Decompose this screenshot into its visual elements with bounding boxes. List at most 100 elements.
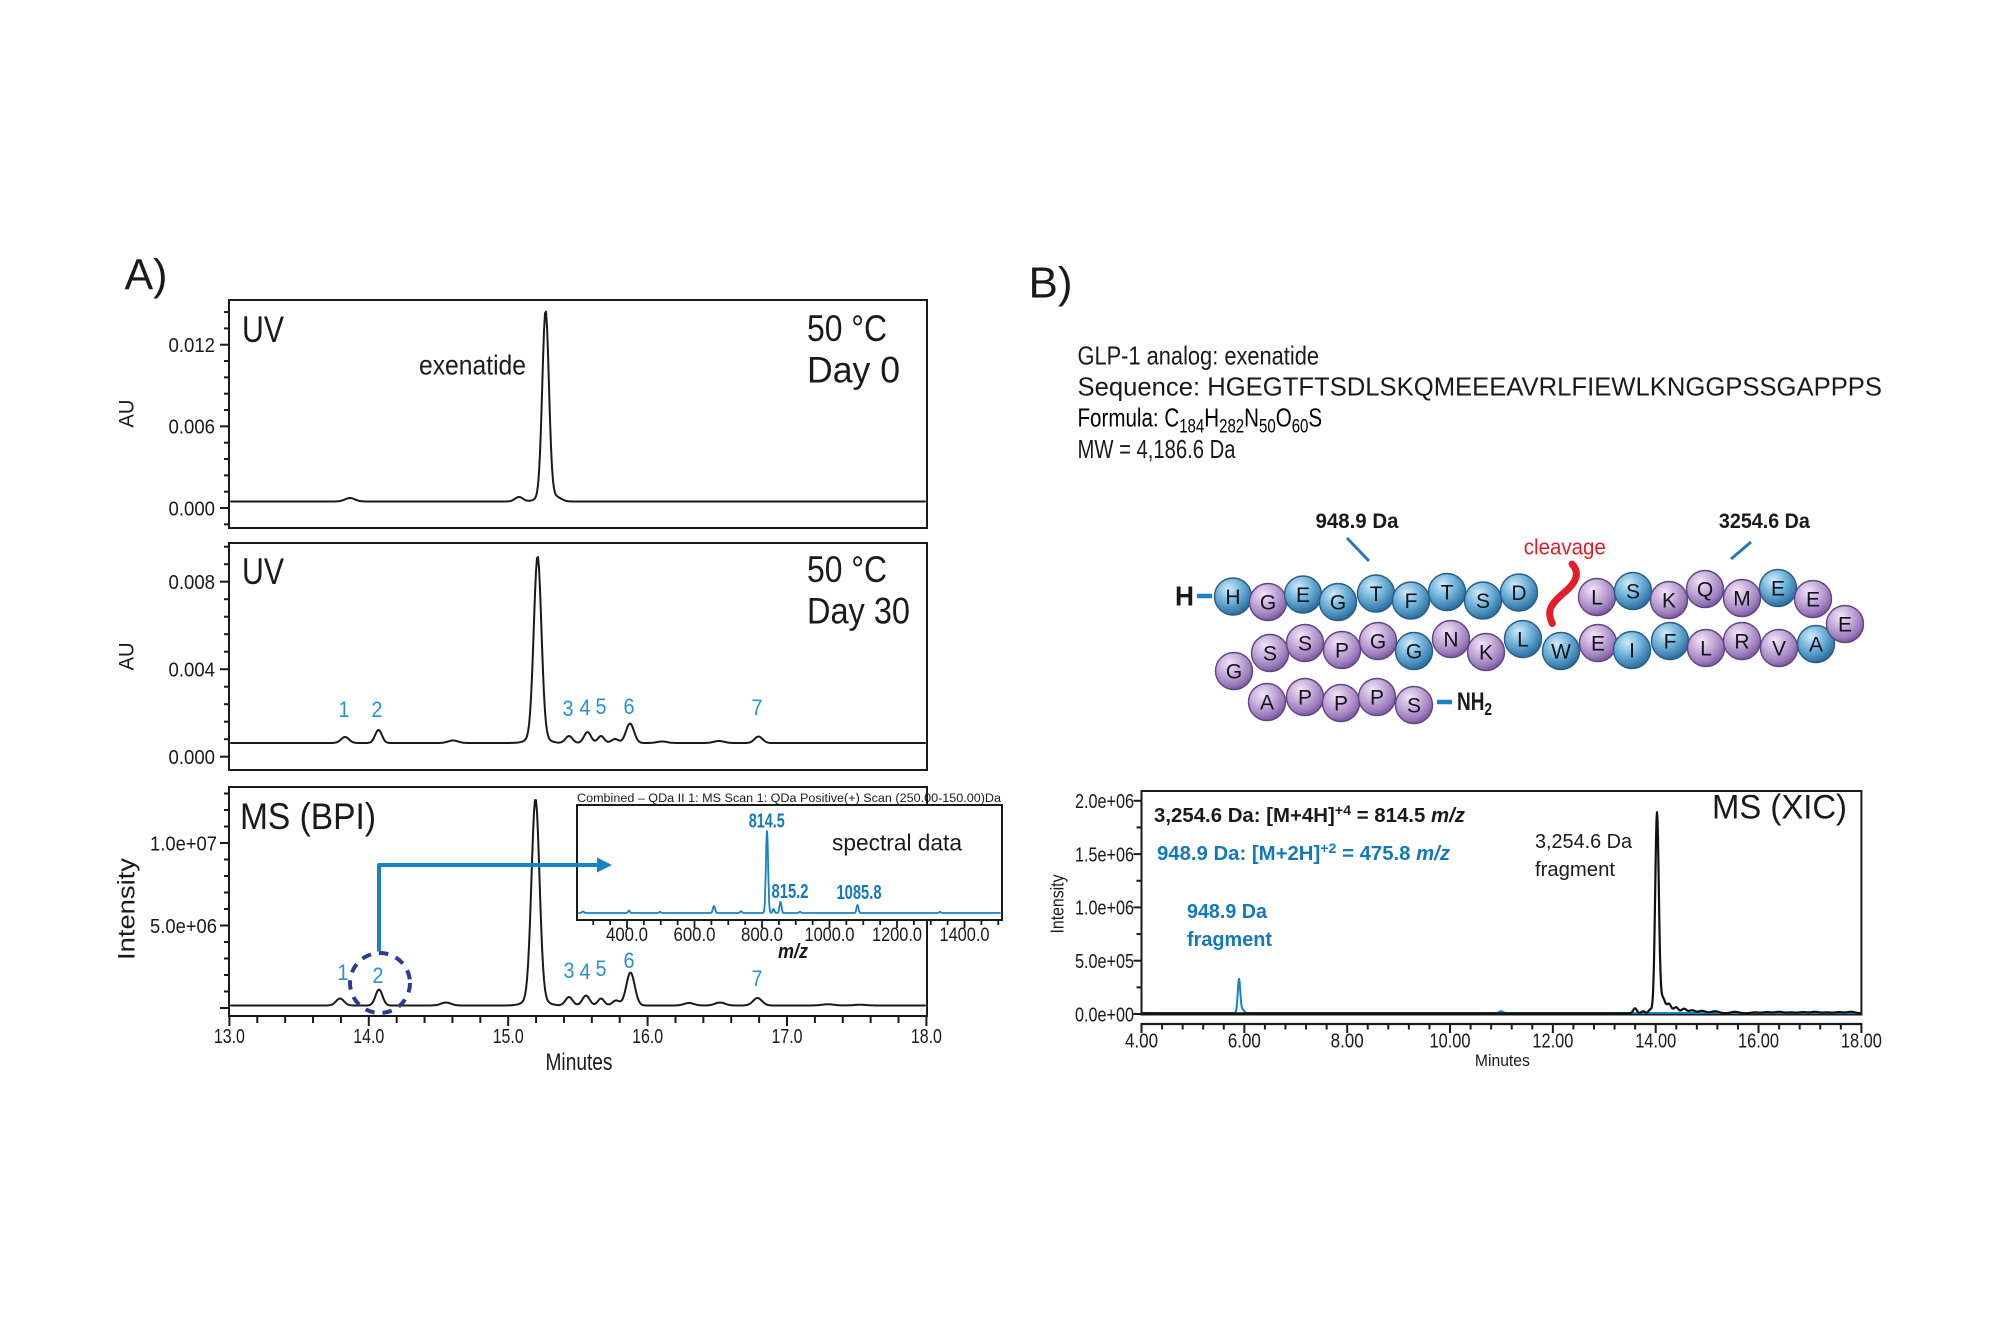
svg-text:R: R [1734, 631, 1749, 654]
svg-text:5: 5 [596, 694, 607, 719]
svg-text:Formula: C184H282N50O60S: Formula: C184H282N50O60S [1078, 403, 1323, 437]
svg-text:P: P [1334, 693, 1348, 716]
svg-text:12.00: 12.00 [1532, 1031, 1573, 1053]
svg-text:F: F [1405, 590, 1418, 613]
svg-text:948.9 Da: 948.9 Da [1187, 901, 1268, 923]
svg-text:D: D [1511, 582, 1526, 605]
svg-text:7: 7 [752, 695, 763, 720]
svg-text:F: F [1664, 631, 1677, 654]
svg-text:6: 6 [624, 694, 635, 719]
svg-text:14.00: 14.00 [1635, 1031, 1676, 1053]
svg-text:16.00: 16.00 [1738, 1031, 1779, 1053]
svg-text:T: T [1441, 582, 1454, 605]
svg-text:E: E [1838, 614, 1852, 637]
svg-text:5.0e+06: 5.0e+06 [150, 916, 217, 938]
svg-text:948.9 Da: [M+2H]+2 = 475.8 m/z: 948.9 Da: [M+2H] +2 = 475.8 m/z [1157, 840, 1450, 865]
svg-text:K: K [1479, 642, 1493, 665]
svg-text:H: H [1225, 586, 1240, 609]
svg-text:5.0e+05: 5.0e+05 [1075, 951, 1134, 973]
svg-text:G: G [1226, 661, 1242, 684]
svg-text:1: 1 [338, 960, 349, 985]
svg-text:0.006: 0.006 [169, 417, 216, 439]
svg-text:15.0: 15.0 [493, 1026, 524, 1048]
svg-text:L: L [1591, 587, 1603, 610]
svg-text:H: H [1175, 581, 1194, 612]
svg-text:50 °C: 50 °C [807, 308, 887, 349]
svg-text:AU: AU [116, 642, 139, 670]
svg-text:10.00: 10.00 [1430, 1031, 1471, 1053]
svg-text:MS (XIC): MS (XIC) [1712, 789, 1847, 827]
svg-text:0.000: 0.000 [169, 498, 216, 520]
svg-text:18.0: 18.0 [911, 1026, 942, 1048]
svg-text:S: S [1407, 695, 1421, 718]
svg-text:P: P [1335, 640, 1349, 663]
svg-text:B): B) [1029, 258, 1073, 307]
svg-text:NH2: NH2 [1457, 687, 1492, 719]
svg-text:E: E [1296, 584, 1310, 607]
svg-text:814.5: 814.5 [749, 811, 785, 833]
svg-text:A: A [1260, 692, 1274, 715]
svg-text:0.008: 0.008 [169, 572, 216, 594]
svg-text:Day 0: Day 0 [807, 350, 900, 391]
svg-text:1400.0: 1400.0 [940, 925, 990, 946]
svg-text:G: G [1370, 631, 1386, 654]
svg-text:A): A) [125, 251, 168, 300]
svg-text:8.00: 8.00 [1331, 1031, 1364, 1053]
svg-text:UV: UV [242, 551, 284, 592]
svg-text:3,254.6 Da: 3,254.6 Da [1535, 831, 1633, 853]
svg-text:4: 4 [580, 959, 591, 984]
svg-text:50 °C: 50 °C [807, 549, 887, 590]
svg-text:3: 3 [563, 696, 574, 721]
svg-text:G: G [1330, 592, 1346, 615]
svg-text:cleavage: cleavage [1524, 535, 1606, 560]
svg-text:400.0: 400.0 [606, 925, 648, 946]
svg-text:I: I [1629, 640, 1635, 663]
svg-text:Intensity: Intensity [1047, 875, 1067, 934]
svg-text:1.0e+06: 1.0e+06 [1075, 898, 1134, 920]
svg-text:18.00: 18.00 [1841, 1031, 1882, 1053]
svg-text:m/z: m/z [778, 941, 808, 963]
svg-text:2: 2 [373, 963, 384, 988]
svg-text:fragment: fragment [1187, 929, 1272, 951]
svg-text:3254.6 Da: 3254.6 Da [1719, 510, 1810, 533]
svg-text:L: L [1700, 638, 1712, 661]
svg-text:Intensity: Intensity [114, 858, 141, 960]
svg-text:MS (BPI): MS (BPI) [240, 796, 376, 837]
svg-text:S: S [1626, 581, 1640, 604]
svg-text:2.0e+06: 2.0e+06 [1075, 791, 1134, 813]
svg-text:0.0e+00: 0.0e+00 [1075, 1004, 1134, 1026]
svg-text:2: 2 [372, 697, 383, 722]
svg-text:7: 7 [752, 966, 763, 991]
svg-text:Q: Q [1697, 579, 1713, 602]
svg-text:Sequence: HGEGTFTSDLSKQMEEEAVR: Sequence: HGEGTFTSDLSKQMEEEAVRLFIEWLKNGG… [1078, 372, 1883, 402]
svg-text:16.0: 16.0 [632, 1026, 663, 1048]
svg-text:0.012: 0.012 [169, 335, 216, 357]
svg-text:UV: UV [242, 309, 284, 350]
svg-text:1: 1 [339, 697, 350, 722]
svg-text:MW = 4,186.6 Da: MW = 4,186.6 Da [1078, 434, 1236, 464]
svg-text:0.004: 0.004 [169, 660, 216, 682]
svg-text:V: V [1772, 638, 1786, 661]
svg-text:800.0: 800.0 [741, 925, 783, 946]
svg-text:4.00: 4.00 [1125, 1031, 1158, 1053]
svg-text:M: M [1733, 588, 1751, 611]
svg-text:17.0: 17.0 [772, 1026, 803, 1048]
svg-text:13.0: 13.0 [214, 1026, 245, 1048]
svg-text:3,254.6 Da: [M+4H]+4 = 814.5 m: 3,254.6 Da: [M+4H] +4 = 814.5 m/z [1154, 802, 1465, 827]
svg-text:1.0e+07: 1.0e+07 [150, 833, 217, 855]
svg-text:3: 3 [564, 958, 575, 983]
svg-text:Combined – QDa II 1: MS Scan 1: Combined – QDa II 1: MS Scan 1: QDa Posi… [577, 793, 1002, 805]
svg-text:1085.8: 1085.8 [837, 882, 882, 904]
svg-text:GLP-1 analog: exenatide: GLP-1 analog: exenatide [1078, 340, 1320, 370]
svg-text:0.000: 0.000 [169, 747, 216, 769]
svg-text:4: 4 [580, 695, 591, 720]
svg-text:6: 6 [624, 948, 635, 973]
svg-text:T: T [1370, 583, 1383, 606]
svg-text:fragment: fragment [1535, 859, 1615, 881]
svg-text:G: G [1260, 592, 1276, 615]
svg-text:exenatide: exenatide [419, 350, 526, 381]
svg-text:N: N [1443, 629, 1458, 652]
svg-text:600.0: 600.0 [674, 925, 716, 946]
svg-text:Minutes: Minutes [546, 1049, 613, 1076]
svg-text:spectral data: spectral data [832, 830, 962, 856]
